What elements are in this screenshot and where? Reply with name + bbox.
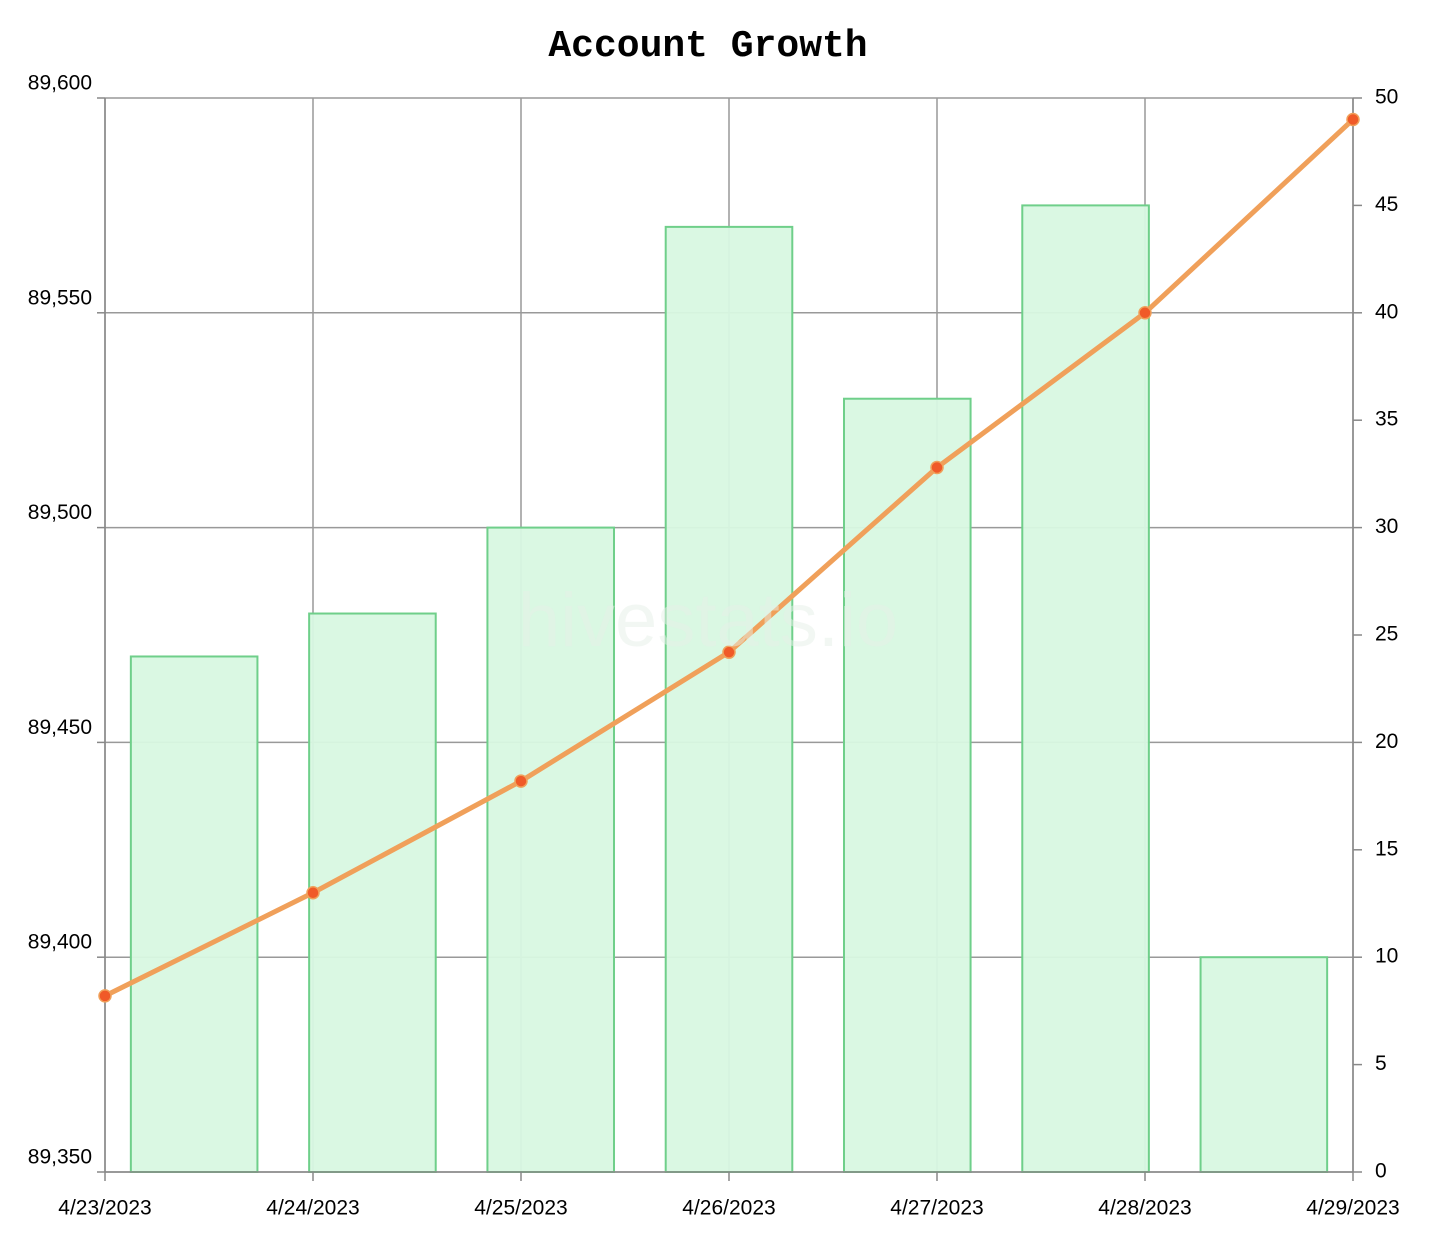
- y-tick-label: 89,400: [28, 931, 92, 954]
- point: [1138, 306, 1152, 320]
- x-tick-label: 4/28/2023: [1098, 1197, 1191, 1220]
- y-tick-label: 89,550: [28, 286, 92, 309]
- bars: [129, 204, 1329, 1174]
- y-tick-label: 89,350: [28, 1146, 92, 1169]
- x-tick-label: 4/23/2023: [58, 1197, 151, 1220]
- y2-tick-label: 15: [1375, 837, 1398, 860]
- y-tick-label: 89,450: [28, 716, 92, 739]
- x-tick-label: 4/24/2023: [266, 1197, 359, 1220]
- bar: [664, 225, 794, 1173]
- bar: [129, 655, 259, 1173]
- y2-tick-label: 10: [1375, 945, 1398, 968]
- bar: [1021, 204, 1150, 1173]
- point: [98, 989, 112, 1003]
- point: [722, 645, 736, 659]
- bar: [308, 612, 437, 1173]
- y-tick-label: 89,600: [28, 72, 92, 95]
- x-tick-label: 4/25/2023: [474, 1197, 567, 1220]
- x-tick-label: 4/27/2023: [890, 1197, 983, 1220]
- y2-tick-label: 5: [1375, 1052, 1387, 1075]
- point: [306, 886, 320, 900]
- y2-tick-label: 25: [1375, 623, 1398, 646]
- point: [930, 460, 944, 475]
- bar: [842, 397, 972, 1174]
- watermark: hivestats.io: [518, 578, 898, 663]
- bar: [486, 526, 616, 1173]
- point: [1346, 112, 1360, 127]
- y2-tick-label: 0: [1375, 1160, 1387, 1183]
- y2-tick-label: 20: [1375, 730, 1398, 753]
- y2-tick-label: 45: [1375, 193, 1398, 216]
- chart-title: Account Growth: [548, 25, 867, 68]
- y-tick-label: 89,500: [28, 501, 92, 524]
- y2-tick-label: 50: [1375, 86, 1398, 109]
- x-tick-label: 4/26/2023: [682, 1197, 775, 1220]
- bar: [1199, 956, 1329, 1174]
- y2-tick-label: 30: [1375, 515, 1398, 538]
- y2-tick-label: 35: [1375, 408, 1398, 431]
- y2-tick-label: 40: [1375, 300, 1398, 323]
- point: [514, 774, 528, 788]
- x-tick-label: 4/29/2023: [1306, 1197, 1399, 1220]
